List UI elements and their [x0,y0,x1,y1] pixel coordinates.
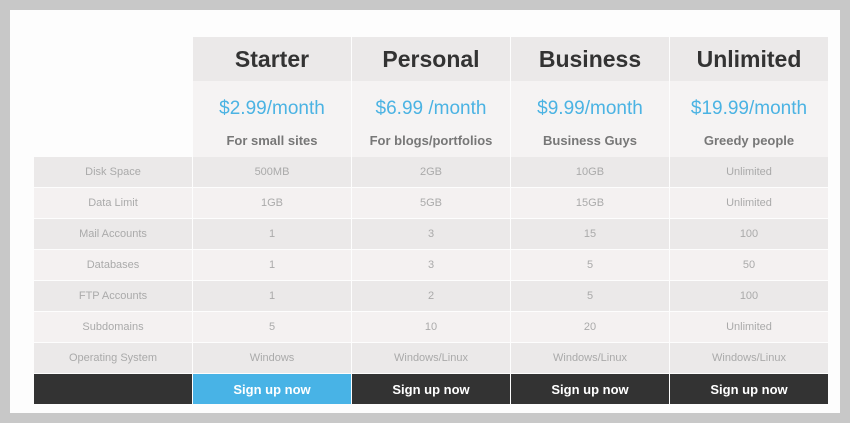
feature-value: 20 [511,312,669,342]
feature-value: 2 [352,281,510,311]
plan-tagline: For blogs/portfolios [352,131,510,157]
feature-value: 50 [670,250,828,280]
feature-label: FTP Accounts [34,281,192,311]
sign-up-button-starter[interactable]: Sign up now [193,374,351,404]
feature-label: Mail Accounts [34,219,192,249]
feature-label: Operating System [34,343,192,373]
empty-corner [34,37,192,81]
feature-value: 15 [511,219,669,249]
feature-value: 100 [670,219,828,249]
feature-value: 10GB [511,157,669,187]
empty-corner [34,131,192,157]
feature-value: 3 [352,219,510,249]
feature-label: Databases [34,250,192,280]
plan-price: $19.99/month [670,81,828,131]
feature-value: 1 [193,219,351,249]
feature-value: Unlimited [670,312,828,342]
feature-value: 100 [670,281,828,311]
feature-value: 1 [193,281,351,311]
pricing-panel: Starter Personal Business Unlimited $2.99/mo… [10,10,840,413]
plan-price: $6.99 /month [352,81,510,131]
plan-name: Personal [352,37,510,81]
feature-value: Windows [193,343,351,373]
feature-value: 500MB [193,157,351,187]
feature-value: 5 [511,250,669,280]
empty-corner [34,81,192,131]
feature-value: Windows/Linux [352,343,510,373]
feature-value: 1GB [193,188,351,218]
pricing-table: Starter Personal Business Unlimited $2.99/mo… [34,37,828,404]
feature-value: Windows/Linux [511,343,669,373]
plan-name: Unlimited [670,37,828,81]
sign-up-button-business[interactable]: Sign up now [511,374,669,404]
sign-up-button-personal[interactable]: Sign up now [352,374,510,404]
plan-name: Business [511,37,669,81]
plan-tagline: For small sites [193,131,351,157]
feature-value: Unlimited [670,188,828,218]
plan-tagline: Greedy people [670,131,828,157]
feature-value: 2GB [352,157,510,187]
feature-value: 5 [511,281,669,311]
feature-value: 10 [352,312,510,342]
feature-label: Data Limit [34,188,192,218]
plan-price: $2.99/month [193,81,351,131]
plan-price: $9.99/month [511,81,669,131]
feature-label: Subdomains [34,312,192,342]
sign-up-button-unlimited[interactable]: Sign up now [670,374,828,404]
empty-corner [34,374,192,404]
feature-label: Disk Space [34,157,192,187]
feature-value: 1 [193,250,351,280]
feature-value: 3 [352,250,510,280]
plan-name: Starter [193,37,351,81]
feature-value: Windows/Linux [670,343,828,373]
feature-value: Unlimited [670,157,828,187]
plan-tagline: Business Guys [511,131,669,157]
feature-value: 15GB [511,188,669,218]
feature-value: 5 [193,312,351,342]
feature-value: 5GB [352,188,510,218]
